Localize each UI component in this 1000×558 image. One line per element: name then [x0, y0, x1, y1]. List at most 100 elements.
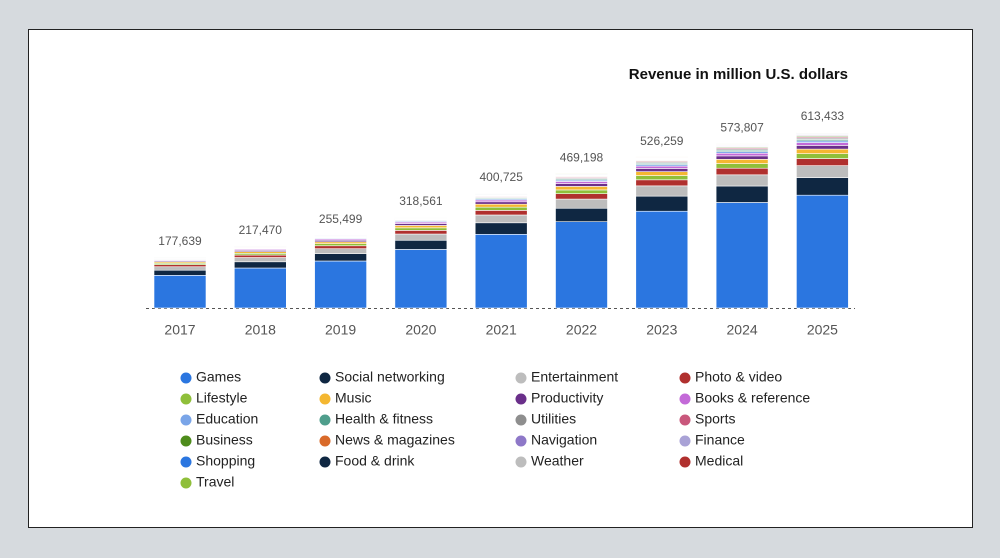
- bar-segment: [555, 207, 608, 222]
- legend-label: Business: [196, 432, 253, 448]
- bar-segment: [153, 266, 207, 271]
- bar-segment: [153, 269, 207, 276]
- x-tick-label: 2020: [405, 322, 436, 338]
- bar-segment: [474, 206, 528, 211]
- bar-segment: [555, 189, 608, 194]
- x-tick-label: 2021: [486, 322, 517, 338]
- bar-segment: [555, 186, 608, 191]
- x-tick-label: 2019: [325, 322, 356, 338]
- bar-segment: [394, 227, 448, 231]
- legend-swatch: [180, 477, 192, 489]
- legend-swatch: [515, 372, 527, 384]
- legend-label: Food & drink: [335, 453, 415, 469]
- legend-label: Books & reference: [695, 390, 810, 406]
- bar-segment: [474, 203, 528, 208]
- bar-segment: [555, 193, 608, 200]
- legend-swatch: [319, 414, 331, 426]
- bar-segment: [635, 179, 689, 187]
- total-label: 400,725: [480, 170, 524, 184]
- legend-swatch: [515, 435, 527, 447]
- bar-segment: [796, 148, 849, 154]
- x-tick-label: 2025: [807, 322, 838, 338]
- bar-segment: [555, 181, 608, 184]
- bar-segment: [635, 210, 689, 309]
- bar-segment: [474, 233, 528, 309]
- legend-swatch: [180, 393, 192, 405]
- bar-segment: [715, 155, 769, 160]
- bar-segment: [715, 174, 769, 187]
- legend-swatch: [319, 393, 331, 405]
- legend-label: Travel: [196, 474, 234, 490]
- bar-segment: [715, 163, 769, 169]
- legend-label: Health & fitness: [335, 411, 433, 427]
- bar-segment: [796, 142, 849, 146]
- legend-label: Photo & video: [695, 369, 782, 385]
- bar-segment: [474, 214, 528, 224]
- bar-segment: [796, 145, 849, 150]
- bar-segment: [715, 167, 769, 176]
- legend-swatch: [515, 456, 527, 468]
- bar-segment: [474, 210, 528, 216]
- bar-segment: [234, 254, 287, 258]
- bar-segment: [314, 245, 367, 249]
- bar-segment: [394, 239, 448, 250]
- legend-label: Medical: [695, 453, 743, 469]
- legend-label: Entertainment: [531, 369, 618, 385]
- bar-segment: [394, 249, 448, 309]
- bar-segment: [715, 185, 769, 203]
- bar-segment: [635, 175, 689, 181]
- bar-segment: [555, 183, 608, 187]
- bar-segment: [474, 201, 528, 205]
- bar-segment: [635, 171, 689, 176]
- legend-swatch: [515, 393, 527, 405]
- legend-swatch: [679, 435, 691, 447]
- legend-swatch: [679, 372, 691, 384]
- bar-segment: [153, 275, 207, 309]
- bar-segment: [796, 165, 849, 178]
- total-label: 255,499: [319, 212, 363, 226]
- bar-segment: [555, 198, 608, 209]
- legend-swatch: [180, 435, 192, 447]
- legend-label: Sports: [695, 411, 735, 427]
- legend-label: Education: [196, 411, 258, 427]
- bar-segment: [715, 159, 769, 164]
- total-label: 573,807: [720, 121, 764, 135]
- x-tick-label: 2024: [727, 322, 758, 338]
- bar-segment: [314, 260, 367, 309]
- legend-label: Weather: [531, 453, 584, 469]
- legend-label: Social networking: [335, 369, 445, 385]
- total-label: 318,561: [399, 194, 443, 208]
- bar-segment: [314, 253, 367, 262]
- total-label: 217,470: [239, 223, 283, 237]
- x-tick-label: 2023: [646, 322, 677, 338]
- total-label: 469,198: [560, 151, 604, 165]
- bar-segment: [234, 261, 287, 269]
- legend-label: Lifestyle: [196, 390, 248, 406]
- total-label: 526,259: [640, 134, 684, 148]
- legend-swatch: [679, 456, 691, 468]
- legend-label: Music: [335, 390, 372, 406]
- legend-swatch: [319, 456, 331, 468]
- bar-segment: [474, 222, 528, 235]
- legend-label: Productivity: [531, 390, 603, 406]
- legend-swatch: [319, 372, 331, 384]
- legend-label: Utilities: [531, 411, 576, 427]
- legend-swatch: [679, 414, 691, 426]
- x-tick-label: 2017: [164, 322, 195, 338]
- bar-segment: [635, 165, 689, 169]
- bar-segment: [635, 195, 689, 212]
- x-tick-label: 2022: [566, 322, 597, 338]
- bar-segment: [715, 152, 769, 157]
- legend-swatch: [180, 456, 192, 468]
- legend-label: Finance: [695, 432, 745, 448]
- bar-segment: [394, 233, 448, 241]
- bar-segment: [715, 202, 769, 309]
- bar-segment: [635, 168, 689, 172]
- bar-segment: [394, 225, 448, 229]
- bar-segment: [153, 264, 207, 268]
- total-label: 177,639: [158, 234, 202, 248]
- bar-segment: [796, 158, 849, 166]
- bar-segment: [314, 243, 367, 247]
- total-label: 613,433: [801, 109, 845, 123]
